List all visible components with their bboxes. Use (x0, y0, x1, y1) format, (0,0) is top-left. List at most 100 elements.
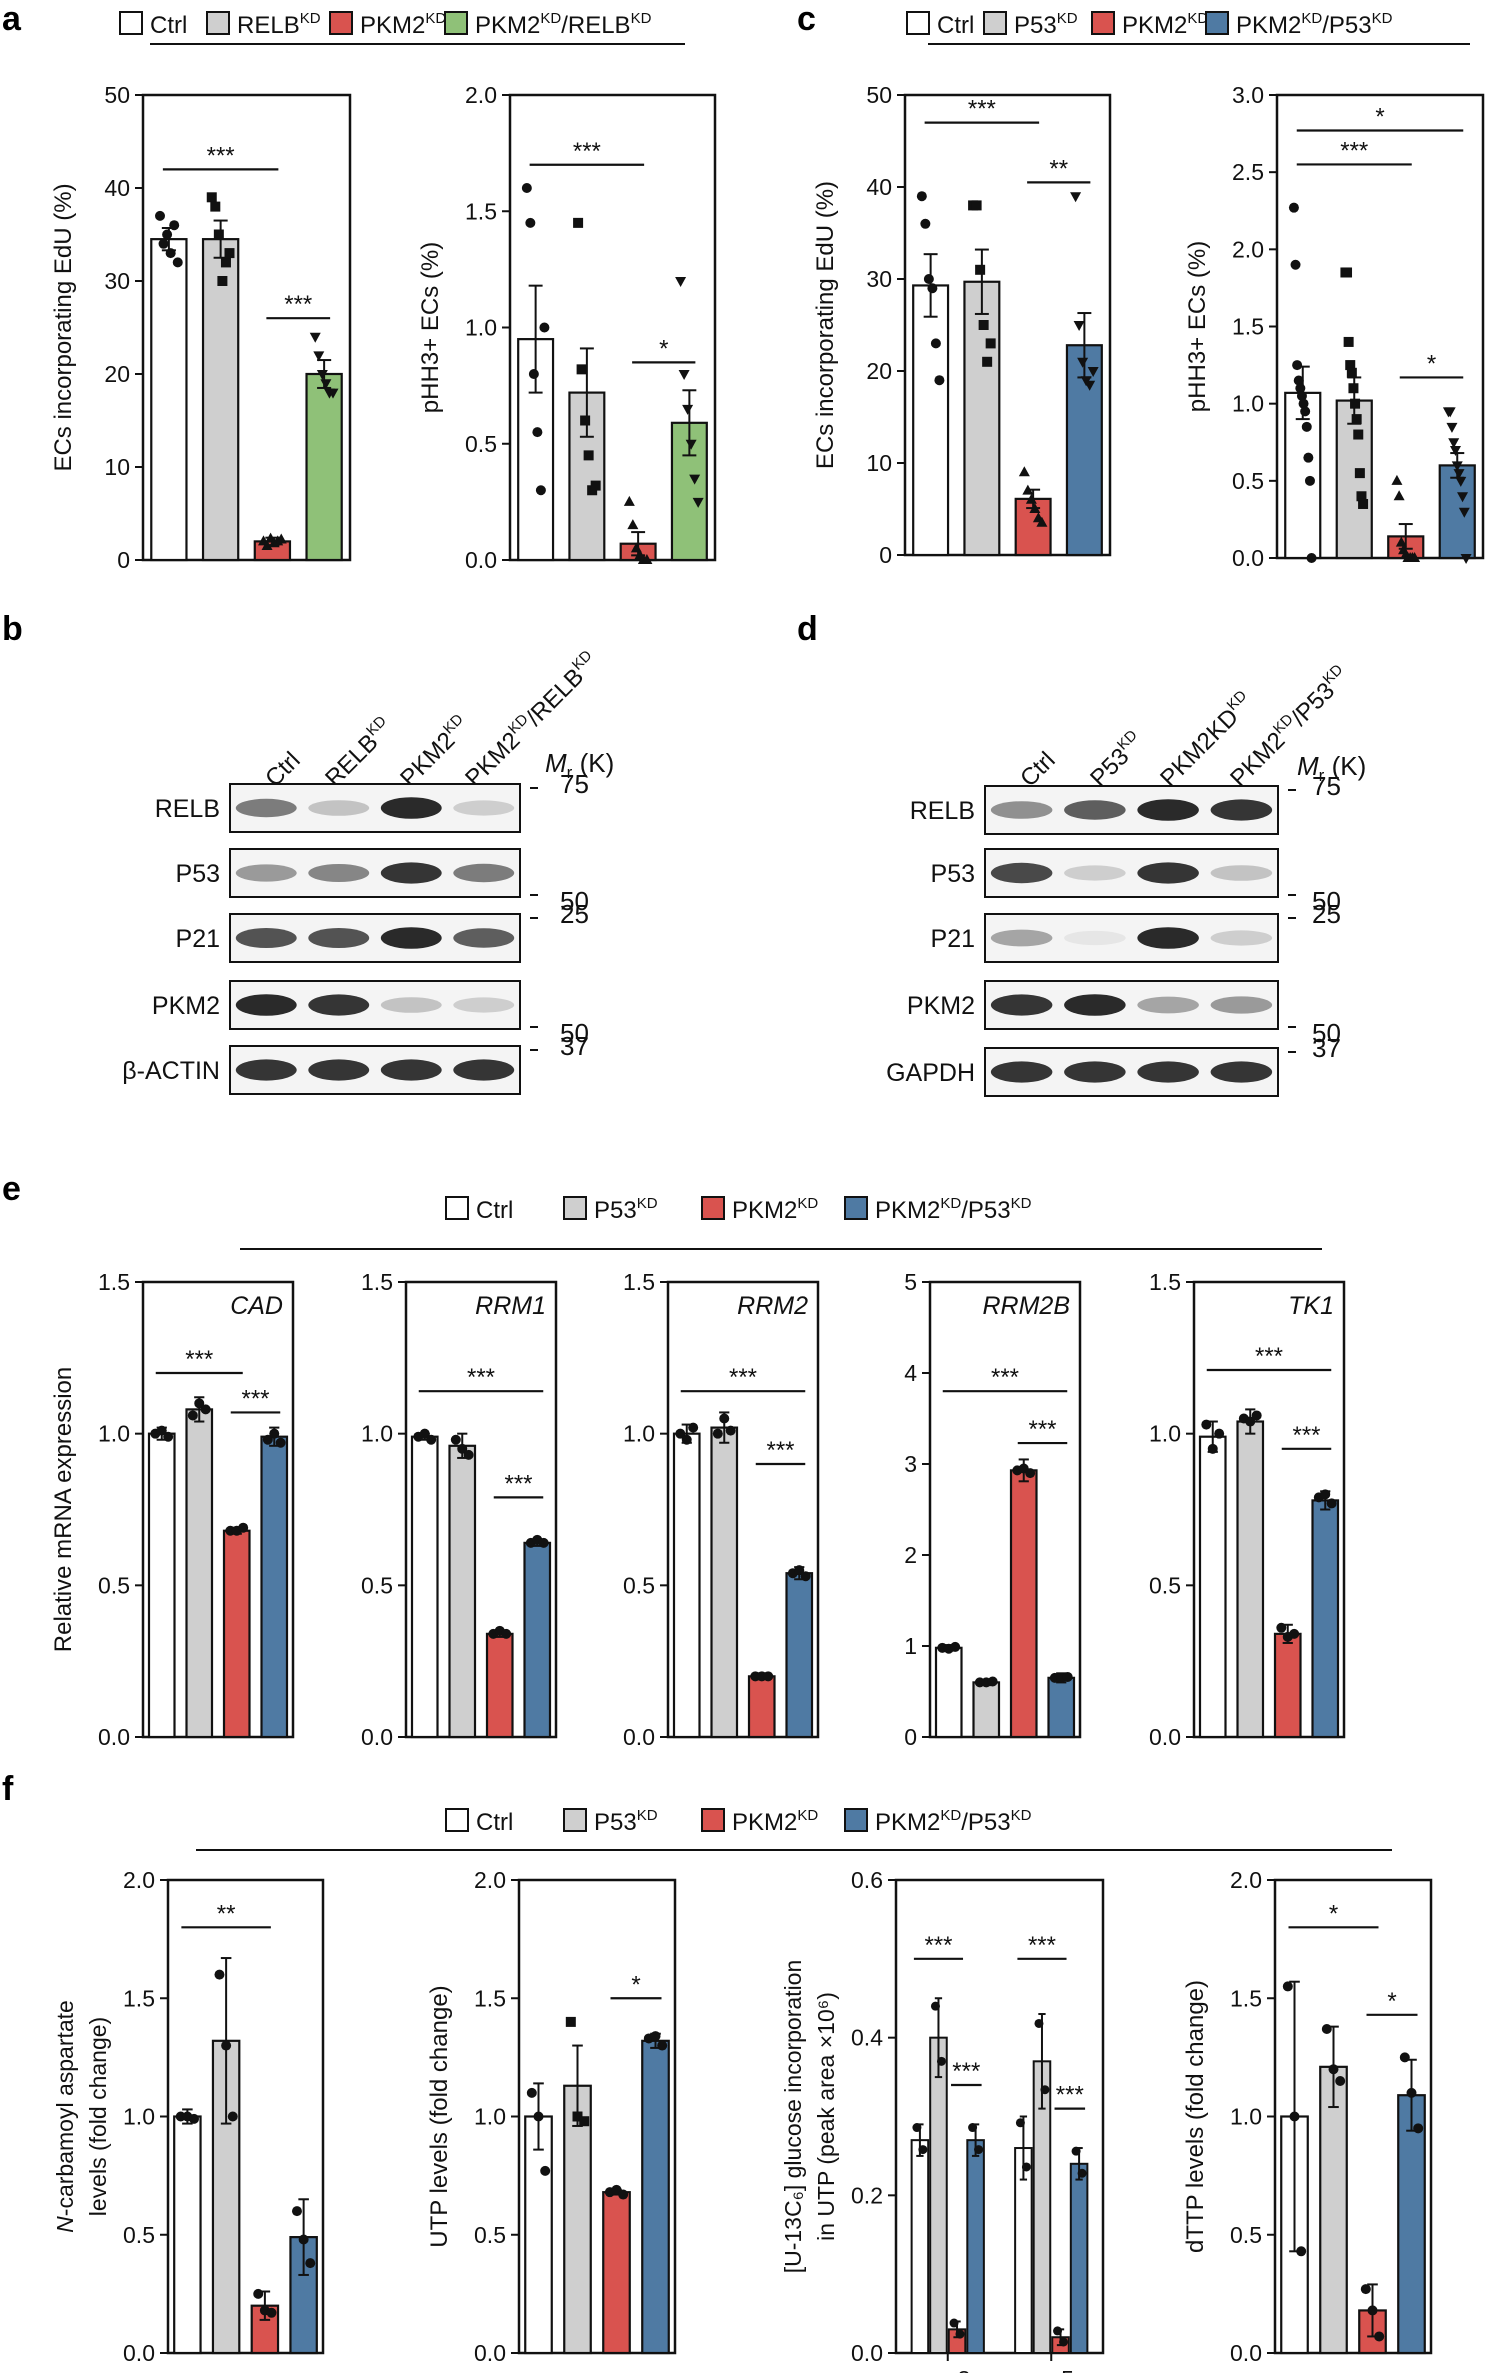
significance-label: *** (1292, 1422, 1320, 1449)
plot-frame (666, 1280, 820, 1739)
significance-label: * (631, 1971, 640, 1998)
y-tick-label: 30 (104, 268, 130, 294)
data-point (1201, 1419, 1212, 1430)
text-run: Ctrl (150, 12, 187, 39)
blot-band (380, 927, 442, 949)
y-tick-label: 2 (904, 1542, 917, 1568)
significance-label: * (659, 335, 668, 362)
blot-band (1210, 996, 1273, 1014)
y-tick-label: 1.0 (1230, 2104, 1262, 2130)
blot-band (1137, 862, 1199, 884)
y-tick-label: 2.0 (123, 1867, 155, 1893)
data-point (930, 2001, 940, 2011)
data-point (1015, 2118, 1025, 2128)
chart-f1: 0.0 0.5 1.0 1.5 2.0 N-carbamoyl aspartate leve… (52, 1867, 325, 2366)
blot-band (308, 800, 370, 816)
data-point (540, 2165, 551, 2176)
y-tick-label: 1.0 (465, 315, 497, 341)
y-axis-label: pHH3+ ECs (%) (1184, 241, 1211, 412)
data-point (253, 2288, 264, 2299)
y-axis-label: N-carbamoyl aspartate (52, 2000, 78, 2233)
data-point (1292, 360, 1303, 371)
bar (1397, 2094, 1426, 2355)
blot-row-label: PKM2 (152, 992, 220, 1020)
y-tick-label: 1.5 (123, 1985, 155, 2011)
significance-label: * (1375, 103, 1384, 130)
bar (185, 1408, 214, 1739)
y-tick-label: 1.0 (123, 2104, 155, 2130)
legend-swatch (1205, 11, 1229, 35)
plot-frame (903, 93, 1112, 557)
data-point (275, 533, 287, 544)
data-point (1328, 2064, 1339, 2075)
chart-title: TK1 (1288, 1292, 1334, 1320)
data-point (685, 439, 697, 450)
data-point (682, 404, 694, 415)
y-tick-label: 2.5 (1232, 159, 1264, 185)
data-point (1342, 267, 1353, 278)
y-tick-label: 50 (866, 82, 892, 108)
data-point (590, 480, 601, 491)
y-tick-label: 0.5 (623, 1572, 655, 1598)
y-tick-label: 0.0 (623, 1724, 655, 1750)
data-point (1409, 552, 1421, 562)
bar (147, 1432, 176, 1739)
data-point (1276, 1622, 1287, 1633)
blot-band (235, 928, 297, 948)
y-tick-label: 40 (104, 175, 130, 201)
bar (1236, 1420, 1265, 1739)
plot-frame (141, 1280, 295, 1739)
mw-marker-label: 75 (1312, 771, 1341, 801)
data-point (158, 238, 169, 249)
blot-band (453, 997, 515, 1013)
data-point (1320, 1489, 1331, 1500)
data-point (1290, 259, 1301, 270)
bar (173, 2115, 202, 2355)
data-point (1406, 2087, 1417, 2098)
data-point (692, 497, 704, 508)
y-tick-label: 2.0 (1232, 236, 1264, 262)
bar (972, 1681, 1001, 1739)
legend-swatch (445, 1196, 469, 1220)
data-point (1353, 429, 1364, 440)
data-point (155, 210, 166, 221)
data-point (675, 1428, 686, 1439)
data-point (535, 485, 546, 496)
chart-e1: 0.0 0.5 1.0 1.5 Relative mRNA expression CAD *… (50, 1269, 295, 1750)
data-point (1351, 414, 1362, 425)
legend-swatch (563, 1808, 587, 1832)
data-point (269, 1428, 280, 1439)
text-run: Ctrl (476, 1197, 513, 1224)
data-point (224, 248, 235, 259)
legend-swatch (701, 1808, 725, 1832)
bar (201, 238, 240, 562)
superscript: KD (940, 1195, 961, 1212)
legend-swatch (206, 11, 230, 35)
bar (1319, 2065, 1348, 2355)
data-point (169, 220, 180, 231)
data-point (1029, 503, 1041, 513)
legend-label: PKM2KD (360, 10, 446, 39)
mw-marker-label: 50 (560, 1018, 589, 1048)
data-point (675, 277, 687, 287)
data-point (641, 554, 653, 564)
significance-label: *** (504, 1470, 532, 1497)
bar (1069, 2162, 1089, 2355)
data-point (1303, 452, 1314, 463)
data-point (1289, 1628, 1300, 1639)
data-point (309, 332, 321, 343)
data-point (189, 2113, 200, 2124)
blot-row-label: GAPDH (886, 1059, 975, 1087)
plot-frame (404, 1280, 558, 1739)
data-point (955, 2329, 965, 2339)
data-point (1288, 202, 1299, 213)
legend-label: P53KD (1014, 10, 1078, 39)
data-point (1296, 390, 1307, 401)
bar (910, 2139, 930, 2354)
bar (912, 284, 950, 557)
data-point (1393, 490, 1405, 501)
data-point (320, 379, 332, 390)
bar (260, 1435, 289, 1739)
data-point (426, 1434, 437, 1445)
